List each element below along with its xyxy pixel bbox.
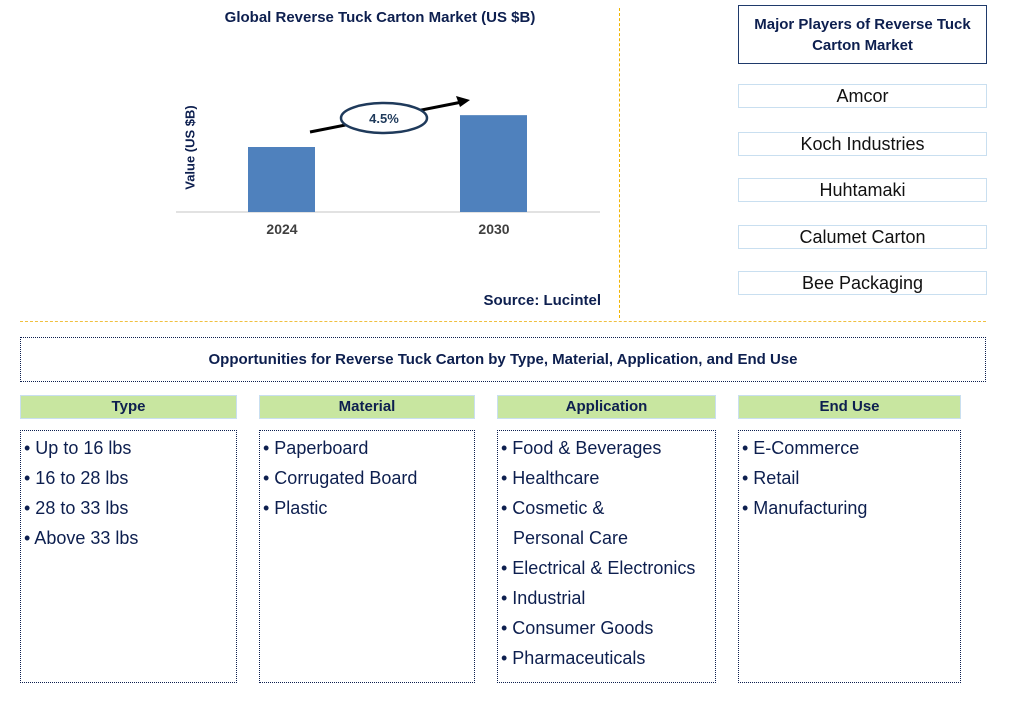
list-item: • Healthcare: [501, 468, 600, 488]
list-item: • Up to 16 lbs: [24, 438, 132, 458]
player-item: Calumet Carton: [738, 225, 987, 249]
list-item: • 28 to 33 lbs: [24, 498, 129, 518]
list-item: • Food & Beverages: [501, 438, 662, 458]
list-item: • Cosmetic &: [501, 498, 605, 518]
list-item: • Retail: [742, 468, 800, 488]
cagr-label: 4.5%: [369, 111, 399, 126]
list-item: • Corrugated Board: [263, 468, 418, 488]
column-header-type: Type: [20, 395, 237, 419]
chart-title: Global Reverse Tuck Carton Market (US $B…: [224, 9, 536, 26]
vertical-divider: [619, 8, 620, 318]
x-tick-label: 2030: [478, 221, 509, 237]
list-item: • 16 to 28 lbs: [24, 468, 129, 488]
players-title: Major Players of Reverse Tuck Carton Mar…: [738, 5, 987, 64]
bar-2024: [248, 147, 315, 212]
player-item: Bee Packaging: [738, 271, 987, 295]
list-item: • Plastic: [263, 498, 328, 518]
column-header-end-use: End Use: [738, 395, 961, 419]
cagr-ellipse: [339, 101, 429, 135]
column-list: • Food & Beverages • Healthcare • Cosmetic…: [497, 430, 716, 683]
column-list: • E-Commerce • Retail • Manufacturing: [738, 430, 961, 683]
column-header-material: Material: [259, 395, 475, 419]
list-item: • Industrial: [501, 588, 586, 608]
bar-chart: 2024 2030 4.5%: [176, 96, 600, 237]
list-item: Personal Care: [513, 528, 629, 548]
x-tick-label: 2024: [266, 221, 297, 237]
column-list: • Up to 16 lbs • 16 to 28 lbs • 28 to 33 l…: [20, 430, 237, 683]
horizontal-divider: [20, 321, 986, 322]
player-item: Huhtamaki: [738, 178, 987, 202]
list-item: • E-Commerce: [742, 438, 860, 458]
arrow-head-icon: [456, 96, 470, 107]
list-item: • Paperboard: [263, 438, 369, 458]
source-label: Source: Lucintel: [483, 292, 601, 309]
opportunities-title: Opportunities for Reverse Tuck Carton by…: [20, 337, 986, 382]
list-item: • Pharmaceuticals: [501, 648, 646, 668]
column-header-application: Application: [497, 395, 716, 419]
list-item: • Above 33 lbs: [24, 528, 139, 548]
column-list: • Paperboard • Corrugated Board • Plastic: [259, 430, 475, 683]
player-item: Amcor: [738, 84, 987, 108]
bar-2030: [460, 115, 527, 212]
list-item: • Consumer Goods: [501, 618, 654, 638]
list-item: • Manufacturing: [742, 498, 868, 518]
list-item: • Electrical & Electronics: [501, 558, 696, 578]
player-item: Koch Industries: [738, 132, 987, 156]
